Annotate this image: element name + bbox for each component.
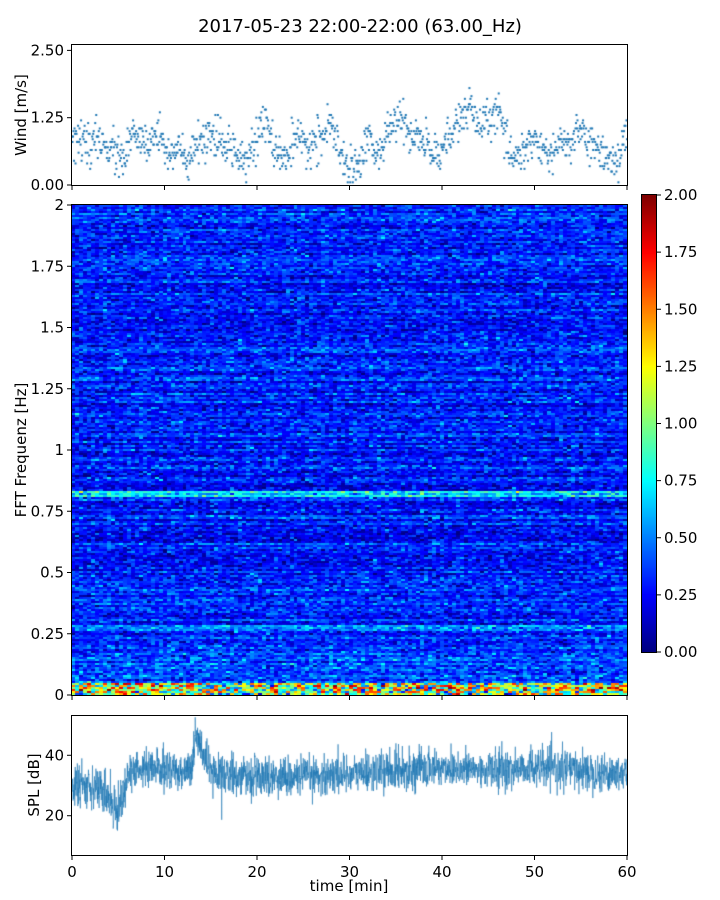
colorbar-tick-label: 1.75 <box>664 243 697 261</box>
ytick-label: 0 <box>54 686 64 704</box>
colorbar-tick-label: 0.00 <box>664 643 697 661</box>
xtick-label: 50 <box>525 863 544 881</box>
colorbar-gradient <box>642 195 656 652</box>
ytick-label: 1 <box>54 441 64 459</box>
xtick-label: 60 <box>617 863 636 881</box>
spl-xlabel: time [min] <box>310 877 389 895</box>
colorbar-tick-label: 0.50 <box>664 529 697 547</box>
spectrogram-heatmap <box>72 205 627 695</box>
ytick-label: 0.25 <box>31 625 64 643</box>
colorbar-tick-label: 0.75 <box>664 472 697 490</box>
ytick-label: 2 <box>54 196 64 214</box>
wind-ylabel: Wind [m/s] <box>12 74 30 156</box>
spl-line <box>72 716 627 855</box>
xtick-label: 40 <box>432 863 451 881</box>
xtick-label: 0 <box>67 863 77 881</box>
colorbar-tick-label: 1.25 <box>664 357 697 375</box>
ytick-label: 1.75 <box>31 257 64 275</box>
ytick-label: 1.25 <box>31 109 64 127</box>
ytick-label: 0.5 <box>40 564 64 582</box>
spectrogram-axes-frame <box>71 204 628 696</box>
spectrogram-ylabel: FFT Frequenz [Hz] <box>12 383 30 518</box>
xtick-label: 30 <box>340 863 359 881</box>
ytick-label: 40 <box>45 746 64 764</box>
xtick-label: 10 <box>155 863 174 881</box>
wind-axes-frame <box>71 44 628 186</box>
colorbar-tick-label: 2.00 <box>664 186 697 204</box>
colorbar-tick-label: 1.50 <box>664 300 697 318</box>
ytick-label: 0.00 <box>31 176 64 194</box>
ytick-label: 1.5 <box>40 319 64 337</box>
ytick-label: 20 <box>45 807 64 825</box>
colorbar-tick-label: 0.25 <box>664 586 697 604</box>
ytick-label: 2.50 <box>31 41 64 59</box>
figure-title: 2017-05-23 22:00-22:00 (63.00_Hz) <box>198 16 522 37</box>
spl-axes-frame <box>71 715 628 856</box>
ytick-label: 1.25 <box>31 380 64 398</box>
spl-ylabel: SPL [dB] <box>25 753 43 816</box>
ytick-label: 0.75 <box>31 502 64 520</box>
colorbar-frame <box>641 194 657 653</box>
colorbar-tick-label: 1.00 <box>664 415 697 433</box>
xtick-label: 20 <box>247 863 266 881</box>
wind-scatter-points <box>72 45 627 185</box>
axis-ticks: 0.00 1.25 2.50 0 0.25 0.5 0.75 1 1.25 1.5 1.75 2 20 4… <box>31 41 698 881</box>
